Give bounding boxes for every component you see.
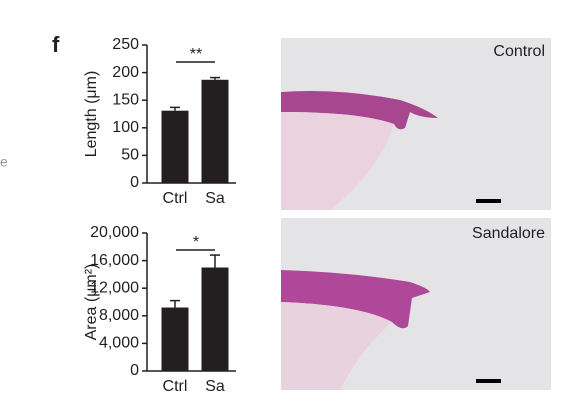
- image-label: Sandalore: [472, 225, 545, 242]
- bar: [201, 79, 229, 183]
- x-tick-label: Ctrl: [163, 190, 188, 207]
- image-control: [281, 38, 551, 210]
- y-tick-label: 100: [112, 119, 139, 136]
- y-tick-label: 200: [112, 64, 139, 81]
- y-tick-label: 150: [112, 91, 139, 108]
- y-axis-label: Length (μm): [83, 71, 100, 158]
- y-axis-label: Area (μm²): [83, 264, 100, 341]
- significance-label: **: [190, 46, 202, 63]
- y-tick-label: 8,000: [99, 307, 139, 324]
- bar: [161, 307, 189, 371]
- y-tick-label: 0: [130, 174, 139, 191]
- panel-label: f: [52, 32, 60, 57]
- y-tick-label: 50: [121, 147, 139, 164]
- y-tick-label: 250: [112, 36, 139, 53]
- x-tick-label: Sa: [205, 190, 225, 207]
- x-tick-label: Sa: [205, 378, 225, 395]
- y-tick-label: 12,000: [90, 279, 139, 296]
- image-label: Control: [493, 43, 545, 60]
- image-sandalore: [281, 218, 551, 390]
- y-tick-label: 16,000: [90, 252, 139, 269]
- y-tick-label: 0: [130, 362, 139, 379]
- bar: [201, 267, 229, 371]
- y-tick-label: 4,000: [99, 335, 139, 352]
- bar: [161, 110, 189, 183]
- side-label: e: [0, 154, 8, 170]
- y-tick-label: 20,000: [90, 224, 139, 241]
- x-tick-label: Ctrl: [163, 378, 188, 395]
- significance-label: *: [193, 234, 199, 251]
